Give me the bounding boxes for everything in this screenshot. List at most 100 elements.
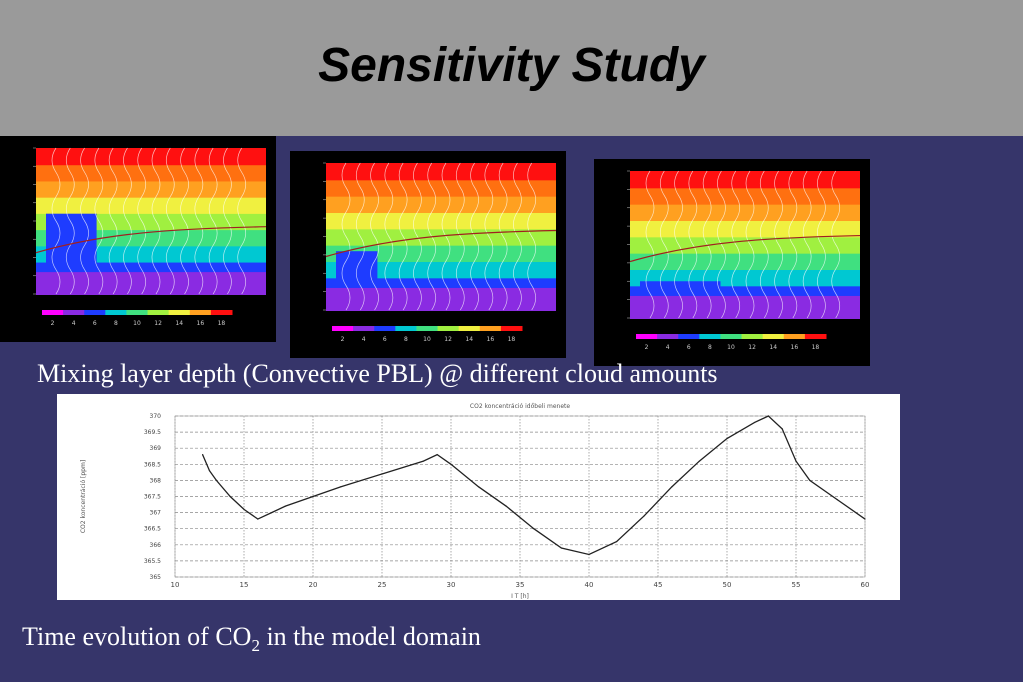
colorbar-cell — [678, 334, 700, 339]
colorbar-tick-label: 12 — [154, 320, 162, 327]
co2-data-point — [229, 495, 231, 498]
co2-data-point — [671, 486, 673, 488]
colorbar-cell — [500, 326, 523, 331]
y-tick-label: 367 — [150, 510, 162, 517]
co2-data-point — [422, 460, 424, 462]
x-tick-label: 30 — [447, 581, 456, 589]
contour-line — [774, 170, 783, 319]
contour-band — [326, 195, 556, 213]
x-tick-label: 10 — [171, 581, 180, 589]
contour-field — [629, 170, 861, 319]
y-tick-label: 370 — [150, 413, 162, 420]
contour-band — [36, 148, 266, 166]
co2-caption-prefix: Time evolution of CO — [22, 622, 252, 651]
contour-band — [326, 179, 556, 197]
colorbar-tick-label: 2 — [645, 344, 649, 351]
contour-band — [326, 212, 556, 230]
co2-data-point — [809, 479, 811, 481]
colorbar-tick-label: 12 — [444, 336, 452, 343]
colorbar-tick-label: 14 — [769, 344, 777, 351]
contour-plot-medium-cloud: 2 4 6 8 10 12 14 16 18 — [290, 151, 566, 358]
contour-band — [326, 261, 556, 279]
colorbar-tick-label: 2 — [341, 336, 345, 343]
colorbar-cell — [353, 326, 375, 331]
co2-caption: Time evolution of CO2 in the model domai… — [22, 622, 481, 656]
contour-band — [326, 244, 556, 262]
contour-line — [731, 170, 741, 319]
co2-data-point — [795, 460, 797, 462]
contour-band — [36, 164, 266, 182]
contour-plot-svg: 2 4 6 8 10 12 14 16 18 — [627, 170, 861, 351]
plot-frame — [174, 415, 866, 578]
contour-line — [384, 162, 394, 311]
colorbar-cell — [636, 334, 658, 339]
contour-line — [745, 170, 755, 319]
co2-data-point — [202, 454, 204, 456]
co2-data-point — [781, 428, 783, 430]
contour-field — [325, 162, 557, 311]
y-axis-label: CO2 koncentráció [ppm] — [80, 460, 87, 533]
contour-line — [165, 147, 175, 295]
colorbar-tick-label: 4 — [72, 320, 76, 327]
x-tick-label: 45 — [654, 581, 663, 589]
colorbar-cell — [762, 334, 785, 339]
y-tick-label: 365.5 — [144, 558, 161, 565]
contour-line — [341, 162, 351, 311]
mixing-layer-caption: Mixing layer depth (Convective PBL) @ di… — [37, 359, 718, 388]
colorbar-tick-label: 12 — [748, 344, 756, 351]
contour-base — [630, 295, 860, 318]
colorbar-cell — [479, 326, 502, 331]
contour-line — [180, 147, 189, 295]
contour-line — [702, 170, 712, 319]
colorbar-cell — [804, 334, 827, 339]
contour-line — [194, 147, 204, 295]
contour-line — [788, 170, 798, 319]
contour-line — [398, 162, 408, 311]
co2-data-point — [271, 512, 273, 514]
contour-band — [630, 171, 860, 189]
colorbar-cell — [374, 326, 396, 331]
x-tick-label: 15 — [240, 581, 249, 589]
contour-line — [151, 147, 161, 295]
co2-data-point — [450, 463, 452, 465]
y-tick-label: 367.5 — [144, 494, 161, 501]
colorbar-tick-label: 18 — [218, 320, 226, 327]
colorbar-tick-label: 16 — [197, 320, 205, 327]
colorbar-cell — [168, 310, 191, 315]
co2-data-point — [215, 479, 217, 481]
x-tick-label: 40 — [585, 581, 594, 589]
contour-line — [717, 170, 726, 319]
co2-data-point — [560, 547, 562, 549]
co2-data-point — [616, 540, 618, 543]
contour-line — [370, 162, 379, 311]
contour-line — [237, 147, 247, 295]
colorbar-tick-label: 18 — [508, 336, 516, 343]
colorbar-tick-label: 18 — [812, 344, 820, 351]
y-tick-label: 366.5 — [144, 526, 161, 533]
co2-data-point — [864, 518, 866, 520]
colorbar-tick-label: 6 — [687, 344, 691, 351]
co2-data-point — [533, 528, 535, 530]
contour-band — [36, 180, 266, 198]
co2-chart-svg: CO2 koncentráció időbeli menete 10 15 20 25 3… — [80, 403, 870, 600]
co2-data-point — [284, 505, 286, 507]
co2-data-point — [208, 470, 211, 472]
x-tick-label: 50 — [723, 581, 732, 589]
colorbar-cell — [42, 310, 64, 315]
contour-base — [326, 287, 556, 310]
contour-line — [659, 170, 669, 319]
contour-line — [470, 162, 479, 311]
colorbar-cell — [458, 326, 481, 331]
co2-data-point — [312, 495, 314, 498]
colorbar-cell — [395, 326, 417, 331]
x-tick-label: 20 — [309, 581, 318, 589]
colorbar-cell — [105, 310, 127, 315]
colorbar-tick-label: 2 — [51, 320, 55, 327]
colorbar-tick-label: 6 — [93, 320, 97, 327]
colorbar-cell — [741, 334, 764, 339]
contour-line — [498, 162, 508, 311]
co2-data-point — [340, 486, 342, 488]
x-tick-label: 35 — [516, 581, 525, 589]
x-tick-label: 60 — [861, 581, 870, 589]
contour-band — [630, 203, 860, 221]
